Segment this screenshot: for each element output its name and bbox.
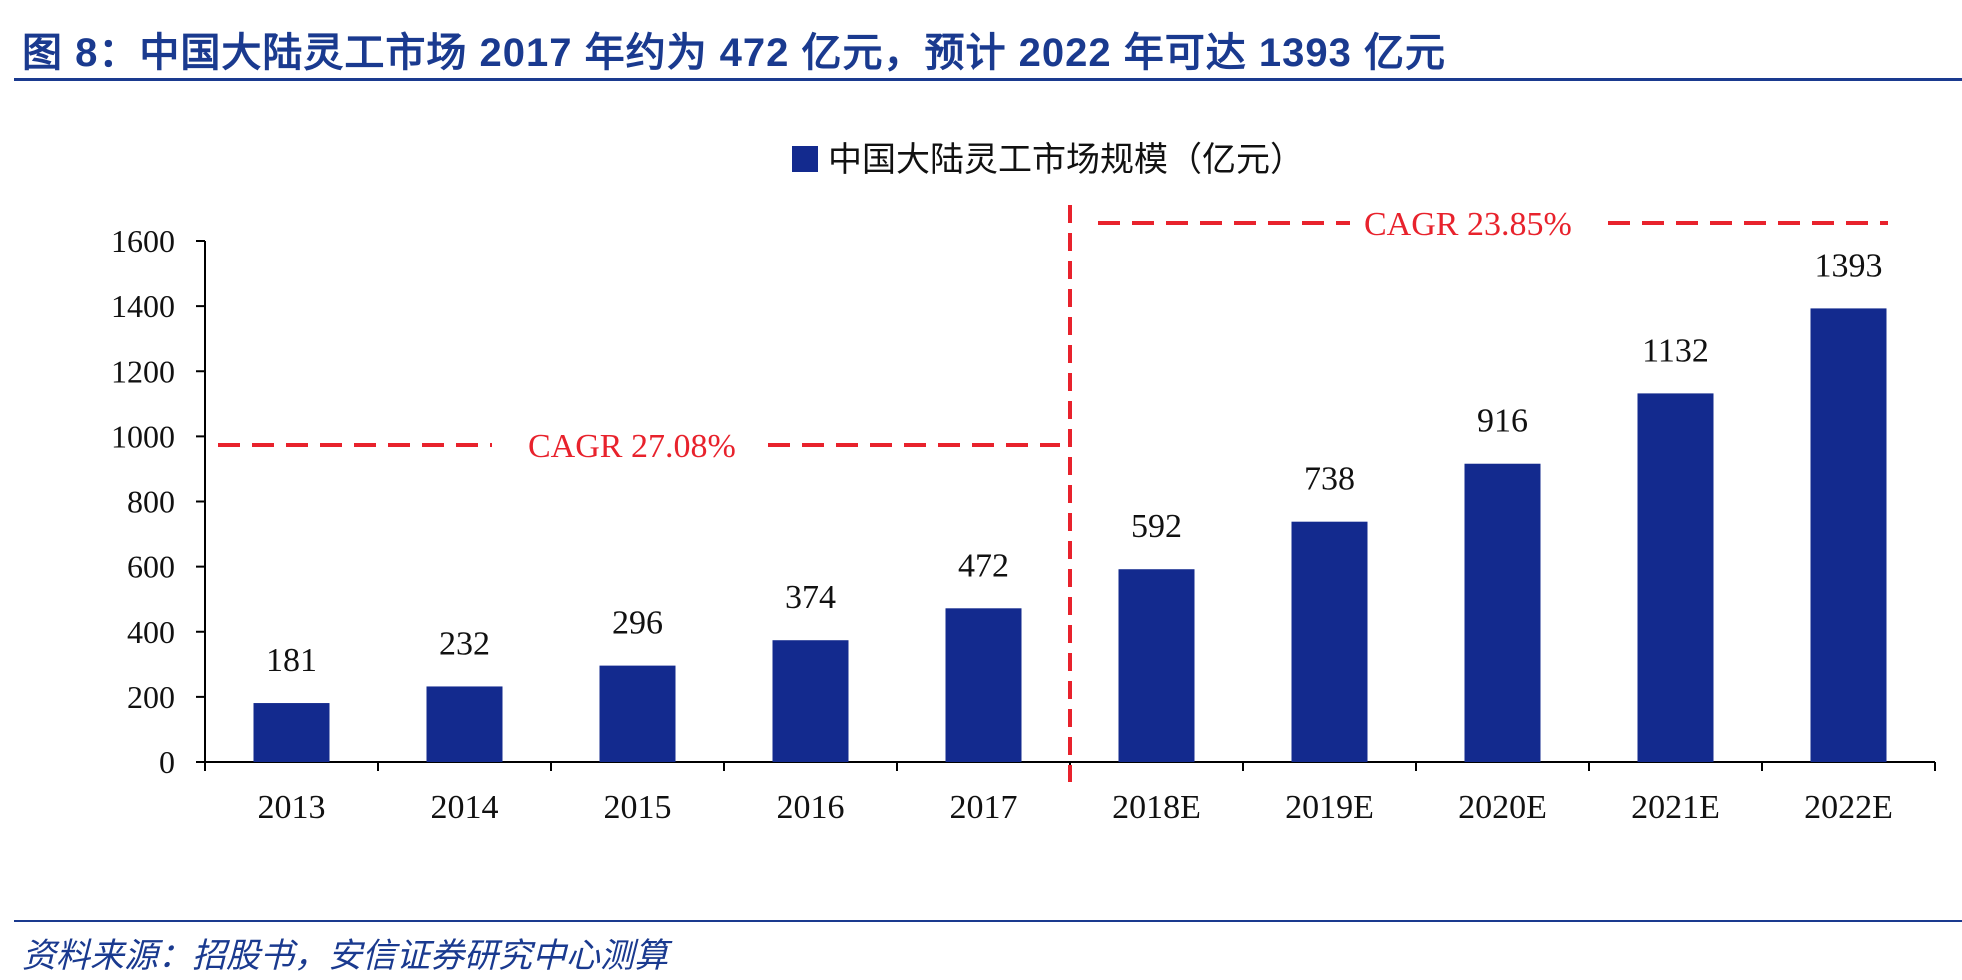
data-label: 232 [439, 625, 490, 662]
y-tick-label: 200 [127, 679, 175, 715]
data-label: 296 [612, 605, 663, 642]
legend-swatch [792, 146, 818, 172]
bar-2021E [1637, 393, 1714, 762]
bar-2014 [426, 686, 503, 762]
data-label: 181 [266, 642, 317, 679]
bar-2017 [945, 608, 1022, 762]
y-tick-label: 1400 [111, 288, 175, 324]
y-tick-label: 1600 [111, 223, 175, 259]
bar-2019E [1291, 521, 1368, 762]
data-label: 738 [1304, 461, 1355, 498]
figure-title: 图 8：中国大陆灵工市场 2017 年约为 472 亿元，预计 2022 年可达… [22, 31, 1446, 75]
y-tick-label: 400 [127, 614, 175, 650]
x-tick-label: 2018E [1112, 789, 1201, 826]
footer-divider [14, 920, 1962, 922]
x-tick-label: 2022E [1804, 789, 1893, 826]
bar-2016 [772, 640, 849, 762]
y-tick-label: 1200 [111, 353, 175, 389]
bar-2013 [253, 703, 330, 762]
y-tick-label: 800 [127, 484, 175, 520]
x-tick-label: 2016 [777, 789, 845, 826]
x-tick-label: 2013 [258, 789, 326, 826]
x-tick-label: 2019E [1285, 789, 1374, 826]
data-label: 1393 [1815, 247, 1883, 284]
cagr-label-historical: CAGR 27.08% [528, 428, 736, 465]
x-tick-label: 2017 [950, 789, 1018, 826]
y-tick-label: 0 [159, 744, 175, 780]
data-label: 1132 [1642, 332, 1709, 369]
y-tick-label: 600 [127, 549, 175, 585]
data-label: 592 [1131, 508, 1182, 545]
cagr-label-forecast: CAGR 23.85% [1364, 206, 1572, 243]
bar-2020E [1464, 463, 1541, 762]
x-tick-label: 2014 [431, 789, 499, 826]
bar-chart: 中国大陆灵工市场规模（亿元） 0 200 400 600 800 1000 1200 1400 1… [111, 141, 1936, 826]
bar-2018E [1118, 569, 1195, 762]
x-tick-label: 2020E [1458, 789, 1547, 826]
data-label: 472 [958, 547, 1009, 584]
data-label: 374 [785, 579, 836, 616]
title-divider [14, 78, 1962, 81]
legend-label: 中国大陆灵工市场规模（亿元） [828, 141, 1304, 179]
bar-2022E [1810, 308, 1887, 762]
y-tick-label: 1000 [111, 418, 175, 454]
bar-2015 [599, 665, 676, 762]
x-tick-label: 2021E [1631, 789, 1720, 826]
source-note: 资料来源：招股书，安信证券研究中心测算 [22, 936, 668, 976]
x-tick-label: 2015 [604, 789, 672, 826]
data-label: 916 [1477, 403, 1528, 440]
